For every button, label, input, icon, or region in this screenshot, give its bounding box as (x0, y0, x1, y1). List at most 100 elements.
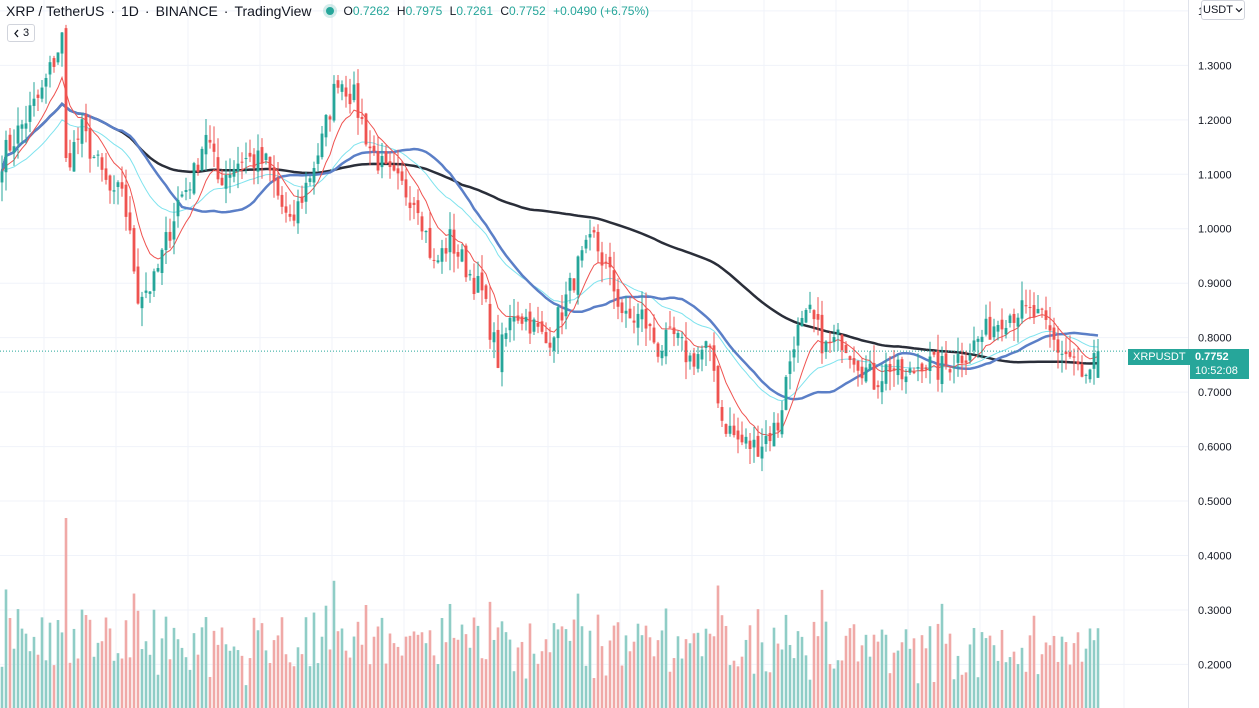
volume-bar (560, 626, 564, 708)
candle-body (304, 182, 308, 202)
candle-body (388, 161, 392, 168)
candle (336, 74, 340, 94)
volume-bar (360, 644, 364, 708)
candle-body (340, 84, 344, 92)
volume-bar (1064, 642, 1068, 708)
volume-bar (956, 655, 960, 708)
candle (152, 268, 156, 298)
separator: · (110, 3, 115, 19)
volume-bar (328, 649, 332, 708)
candle (760, 428, 764, 472)
candle (620, 298, 624, 323)
volume-bar (156, 674, 160, 708)
candle (980, 329, 984, 359)
indicators-toggle-button[interactable]: 3 (7, 24, 35, 42)
volume-bar (740, 656, 744, 708)
candle-body (404, 179, 408, 198)
candle (584, 235, 588, 254)
candle (460, 243, 464, 263)
volume-bar (696, 632, 700, 708)
candle (824, 340, 828, 359)
volume-bar (336, 631, 340, 708)
volume-bar (1088, 628, 1092, 708)
candle-body (364, 113, 368, 145)
candle (432, 248, 436, 269)
candle-body (836, 329, 840, 335)
candle-body (320, 133, 324, 158)
volume-bar (876, 641, 880, 708)
candle (1004, 319, 1008, 339)
candle-body (376, 150, 380, 171)
volume-bar (452, 637, 456, 708)
volume-bar (88, 619, 92, 708)
volume-bar (396, 646, 400, 708)
volume-bar (980, 632, 984, 708)
candle-body (572, 278, 576, 291)
candle (12, 129, 16, 166)
candle (800, 310, 804, 327)
candle-body (312, 167, 316, 183)
candle-body (532, 319, 536, 332)
candle-body (192, 163, 196, 194)
volume-bar (764, 671, 768, 708)
candle (8, 127, 12, 153)
candle-body (96, 154, 100, 156)
candle-body (32, 98, 36, 106)
candle-body (468, 273, 472, 276)
candle (868, 351, 872, 372)
candle (1096, 339, 1100, 378)
volume-bar (416, 634, 420, 708)
candle (200, 146, 204, 172)
candle-body (8, 134, 12, 151)
candle (412, 196, 416, 220)
symbol-title: XRP / TetherUS (6, 3, 105, 19)
candle-body (568, 277, 572, 291)
volume-bar (404, 636, 408, 708)
candle-body (516, 315, 520, 321)
candle (360, 98, 364, 125)
candle-body (48, 62, 52, 75)
candle-body (200, 148, 204, 171)
candle-body (248, 152, 252, 157)
candle-body (812, 310, 816, 320)
volume-bar (492, 639, 496, 708)
volume-bar (224, 644, 228, 708)
volume-bar (580, 626, 584, 708)
candle (588, 219, 592, 251)
volume-bar (400, 655, 404, 708)
volume-bar (484, 659, 488, 708)
candle (692, 347, 696, 375)
volume-bar (40, 617, 44, 708)
low-label: L (449, 4, 457, 18)
candle-body (1048, 325, 1052, 331)
candle (736, 417, 740, 454)
volume-bar (892, 652, 896, 708)
candle (592, 226, 596, 238)
candle (496, 314, 500, 369)
candle (448, 212, 452, 271)
candle-body (640, 309, 644, 320)
volume-bar (588, 630, 592, 708)
volume-bar (180, 647, 184, 708)
candle (324, 113, 328, 147)
candle (196, 158, 200, 176)
candle (892, 350, 896, 387)
candle-body (444, 248, 448, 254)
currency-select[interactable]: USDT (1201, 0, 1245, 20)
candle-body (156, 268, 160, 272)
candle (796, 317, 800, 363)
candle (456, 244, 460, 269)
candle-body (776, 422, 780, 431)
candle-body (140, 296, 144, 309)
volume-bar (516, 647, 520, 708)
candle (988, 301, 992, 340)
volume-bar (640, 635, 644, 708)
candle-body (1012, 313, 1016, 323)
ma-mid-line (0, 102, 1099, 401)
bar-countdown: 10:52:08 (1195, 365, 1238, 377)
volume-bar (652, 656, 656, 708)
candle-body (396, 168, 400, 174)
candle (488, 285, 492, 349)
price-tick-label: 0.8000 (1198, 333, 1232, 345)
